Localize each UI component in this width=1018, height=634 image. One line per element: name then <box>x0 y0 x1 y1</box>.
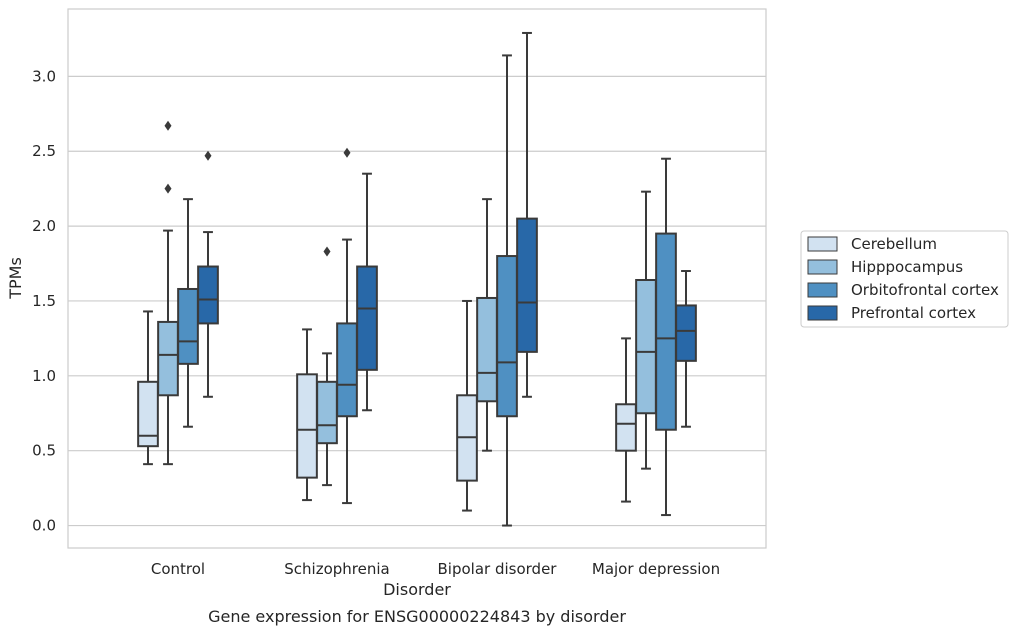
iqr-box <box>356 265 378 371</box>
iqr-box <box>516 217 538 353</box>
iqr-box <box>137 380 159 448</box>
box <box>197 150 219 398</box>
legend-item: Orbitofrontal cortex <box>807 281 999 299</box>
series-orbitofrontal-cortex <box>177 54 677 527</box>
x-tick-labels: Control Schizophrenia Bipolar disorder Majo… <box>151 560 720 578</box>
y-tick-label: 0.0 <box>32 517 56 535</box>
x-tick-label: Control <box>151 560 205 578</box>
outlier-point <box>164 120 172 131</box>
box-series <box>137 31 697 527</box>
box <box>615 337 637 503</box>
iqr-box <box>675 304 697 362</box>
x-axis-label: Disorder <box>383 580 451 599</box>
box <box>496 54 518 527</box>
legend-item: Hipppocampus <box>807 258 963 276</box>
iqr-box <box>296 373 318 479</box>
x-tick-label: Bipolar disorder <box>438 560 558 578</box>
iqr-box <box>496 255 518 418</box>
iqr-box <box>336 322 358 418</box>
box <box>476 198 498 452</box>
x-tick-label: Major depression <box>592 560 720 578</box>
box <box>177 198 199 428</box>
box <box>157 120 179 466</box>
legend-swatch <box>807 259 838 275</box>
iqr-box <box>316 380 338 445</box>
box <box>356 172 378 412</box>
series-cerebellum <box>137 299 637 512</box>
x-tick-label: Schizophrenia <box>284 560 389 578</box>
iqr-box <box>655 232 677 431</box>
legend-swatch <box>807 282 838 298</box>
iqr-box <box>157 320 179 397</box>
box <box>516 31 538 398</box>
legend-swatch <box>807 305 838 321</box>
legend-label: Prefrontal cortex <box>851 304 976 322</box>
y-tick-label: 2.5 <box>32 142 56 160</box>
y-tick-label: 2.0 <box>32 217 56 235</box>
iqr-box <box>615 403 637 452</box>
legend-swatch <box>807 236 838 252</box>
y-tick-label: 1.0 <box>32 367 56 385</box>
iqr-box <box>197 265 219 325</box>
box <box>675 270 697 428</box>
plot-area-frame <box>67 8 767 549</box>
outlier-point <box>343 147 351 158</box>
series-hipppocampus <box>157 120 657 487</box>
box <box>137 310 159 466</box>
box <box>316 246 338 487</box>
box <box>296 328 318 502</box>
legend-frame <box>800 230 1009 328</box>
y-axis-label: TPMs <box>6 257 25 300</box>
outlier-point <box>323 246 331 257</box>
y-tick-label: 0.5 <box>32 442 56 460</box>
y-tick-labels: 0.0 0.5 1.0 1.5 2.0 2.5 3.0 <box>32 67 56 534</box>
legend-label: Hipppocampus <box>851 258 963 276</box>
legend-label: Cerebellum <box>851 235 937 253</box>
iqr-box <box>476 296 498 403</box>
iqr-box <box>635 278 657 415</box>
legend-label: Orbitofrontal cortex <box>851 281 999 299</box>
legend-item: Cerebellum <box>807 235 937 253</box>
y-tick-label: 1.5 <box>32 292 56 310</box>
legend-item: Prefrontal cortex <box>807 304 976 322</box>
box <box>655 157 677 517</box>
chart-caption: Gene expression for ENSG00000224843 by d… <box>208 607 626 626</box>
box <box>456 299 478 512</box>
outlier-point <box>164 183 172 194</box>
series-prefrontal-cortex <box>197 31 697 428</box>
iqr-box <box>177 287 199 365</box>
box <box>336 147 358 505</box>
y-tick-label: 3.0 <box>32 67 56 85</box>
outlier-point <box>204 150 212 161</box>
box <box>635 190 657 470</box>
legend: Cerebellum Hipppocampus Orbitofrontal cort… <box>800 230 1009 328</box>
